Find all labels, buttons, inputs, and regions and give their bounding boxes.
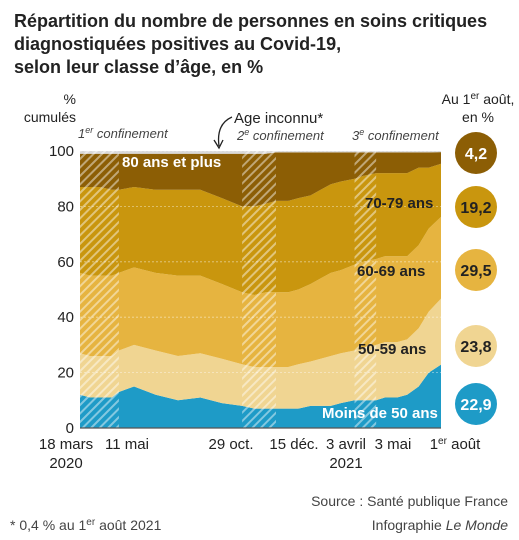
x-label-11-mai: 11 mai (105, 436, 149, 453)
x-label-29-oct: 29 oct. (208, 436, 253, 453)
confinement-hatch-1 (80, 151, 119, 428)
confinement-hatches (80, 151, 377, 428)
gridlines (80, 150, 441, 429)
x-label-18-mars: 18 mars (39, 436, 93, 453)
latest-header-line-2: en % (462, 109, 494, 125)
x-label-2021: 2021 (329, 455, 362, 472)
latest-bubble-70-79 (455, 186, 497, 228)
latest-header-line-1: Au 1er août, (442, 91, 515, 107)
latest-value-70-79: 19,2 (460, 200, 491, 217)
latest-bubble-50-59 (455, 325, 497, 367)
y-axis-label-cumules: cumulés (24, 109, 76, 125)
chart-title-line-1: Répartition du nombre de personnes en so… (14, 11, 487, 31)
latest-bubble-80-plus (455, 132, 497, 174)
y-tick-20: 20 (57, 365, 74, 382)
unknown-age-annotation: Age inconnu* (234, 110, 323, 127)
period-label-1: 1er confinement (78, 125, 169, 141)
x-label-2020: 2020 (49, 455, 82, 472)
latest-value-60-69: 29,5 (460, 263, 491, 280)
x-label-3-mai: 3 mai (375, 436, 412, 453)
credit-text: Infographie Le Monde (372, 517, 508, 533)
latest-value-50-59: 23,8 (460, 339, 491, 356)
footnote-text: * 0,4 % au 1er août 2021 (10, 517, 162, 533)
area-series-2 (80, 216, 441, 368)
x-label-1er-aout: 1er août (430, 436, 481, 453)
unknown-age-arrowhead (213, 139, 224, 150)
confinement-hatch-3 (354, 151, 377, 428)
unknown-age-arrow (217, 116, 233, 147)
x-label-15-dec: 15 déc. (269, 436, 318, 453)
period-label-2: 2e confinement (236, 127, 325, 143)
y-axis-label-percent: % (64, 91, 76, 107)
y-tick-40: 40 (57, 309, 74, 326)
band-label-80-plus: 80 ans et plus (122, 154, 221, 171)
y-tick-labels: 0 20 40 60 80 100 (49, 143, 74, 437)
latest-bubble-60-69 (455, 249, 497, 291)
chart-title-line-3: selon leur classe d’âge, en % (14, 57, 263, 77)
band-label-70-79: 70-79 ans (365, 195, 433, 212)
y-tick-0: 0 (66, 420, 74, 437)
y-tick-100: 100 (49, 143, 74, 160)
latest-value-80-plus: 4,2 (465, 146, 487, 163)
x-label-3-avril: 3 avril (326, 436, 366, 453)
latest-value-under-50: 22,9 (460, 397, 491, 414)
y-tick-80: 80 (57, 198, 74, 215)
period-label-3: 3e confinement (352, 127, 440, 143)
chart-title-line-2: diagnostiquées positives au Covid-19, (14, 34, 341, 54)
latest-bubble-under-50 (455, 383, 497, 425)
confinement-hatch-2 (242, 151, 276, 428)
band-label-under-50: Moins de 50 ans (322, 405, 438, 422)
band-label-50-59: 50-59 ans (358, 341, 426, 358)
band-label-60-69: 60-69 ans (357, 263, 425, 280)
area-series-1 (80, 298, 441, 409)
y-tick-60: 60 (57, 254, 74, 271)
area-series-0 (80, 364, 441, 428)
source-text: Source : Santé publique France (311, 493, 508, 509)
